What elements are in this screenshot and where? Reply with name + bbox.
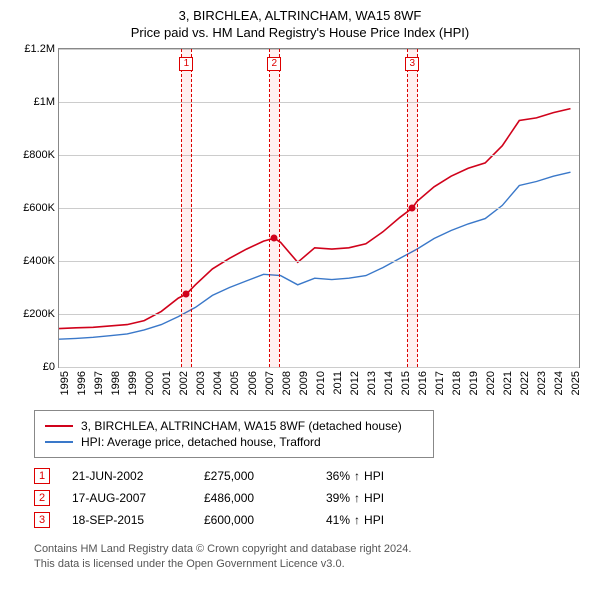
y-axis-label: £400K [23,255,55,267]
event-marker-box: 1 [179,57,193,71]
x-axis-label: 2016 [417,371,429,395]
attribution: Contains HM Land Registry data © Crown c… [34,542,588,573]
event-marker-box: 3 [405,57,419,71]
gridline [59,314,579,315]
x-axis-label: 2024 [553,371,565,395]
event-number-box: 1 [34,468,50,484]
gridline [59,208,579,209]
x-axis-label: 2013 [366,371,378,395]
series-line [59,109,571,329]
x-axis-label: 2009 [298,371,310,395]
event-row: 2 17-AUG-2007 £486,000 39% ↑ HPI [34,490,588,506]
x-axis-label: 2015 [400,371,412,395]
legend-swatch [45,425,73,427]
arrow-up-icon: ↑ [354,469,360,483]
x-axis-label: 1997 [93,371,105,395]
x-axis-label: 2011 [332,371,344,395]
event-pct-value: 36% [326,469,350,483]
x-axis-label: 2025 [570,371,582,395]
event-marker-box: 2 [267,57,281,71]
x-axis-label: 1998 [110,371,122,395]
x-axis-label: 2019 [468,371,480,395]
y-axis-label: £1M [34,96,55,108]
chart-title: 3, BIRCHLEA, ALTRINCHAM, WA15 8WF [12,8,588,23]
event-date: 18-SEP-2015 [72,513,182,527]
x-axis-label: 1999 [127,371,139,395]
event-price: £275,000 [204,469,304,483]
x-axis-label: 2004 [212,371,224,395]
y-axis-label: £800K [23,149,55,161]
gridline [59,102,579,103]
x-axis-label: 2022 [519,371,531,395]
event-pct: 36% ↑ HPI [326,469,384,483]
event-date: 17-AUG-2007 [72,491,182,505]
chart-subtitle: Price paid vs. HM Land Registry's House … [12,25,588,40]
event-band [181,49,192,367]
x-axis-label: 2012 [349,371,361,395]
arrow-up-icon: ↑ [354,513,360,527]
gridline [59,155,579,156]
x-axis-label: 2008 [281,371,293,395]
x-axis-label: 2021 [502,371,514,395]
event-pct-value: 39% [326,491,350,505]
gridline [59,49,579,50]
legend-swatch [45,441,73,443]
event-pct-value: 41% [326,513,350,527]
y-axis-label: £0 [43,361,55,373]
legend: 3, BIRCHLEA, ALTRINCHAM, WA15 8WF (detac… [34,410,434,458]
chart-area: £0£200K£400K£600K£800K£1M£1.2M1995199619… [58,48,580,368]
arrow-up-icon: ↑ [354,491,360,505]
x-axis-label: 2010 [315,371,327,395]
gridline [59,367,579,368]
event-pct: 41% ↑ HPI [326,513,384,527]
legend-row: HPI: Average price, detached house, Traf… [45,435,423,449]
x-axis-label: 1996 [76,371,88,395]
legend-label: HPI: Average price, detached house, Traf… [81,435,321,449]
event-pct-suffix: HPI [364,513,384,527]
event-row: 3 18-SEP-2015 £600,000 41% ↑ HPI [34,512,588,528]
event-pct-suffix: HPI [364,491,384,505]
x-axis-label: 2007 [264,371,276,395]
x-axis-label: 2018 [451,371,463,395]
x-axis-label: 2003 [195,371,207,395]
x-axis-label: 2020 [485,371,497,395]
y-axis-label: £200K [23,308,55,320]
event-date: 21-JUN-2002 [72,469,182,483]
attribution-line: Contains HM Land Registry data © Crown c… [34,542,588,557]
events-table: 1 21-JUN-2002 £275,000 36% ↑ HPI 2 17-AUG-2007 £… [34,468,588,528]
x-axis-label: 2005 [229,371,241,395]
y-axis-label: £600K [23,202,55,214]
x-axis-label: 1995 [59,371,71,395]
event-dot [271,235,278,242]
x-axis-label: 2001 [161,371,173,395]
x-axis-label: 2014 [383,371,395,395]
event-number-box: 3 [34,512,50,528]
y-axis-label: £1.2M [24,43,55,55]
gridline [59,261,579,262]
event-dot [183,291,190,298]
event-band [269,49,280,367]
x-axis-label: 2002 [178,371,190,395]
event-number-box: 2 [34,490,50,506]
event-row: 1 21-JUN-2002 £275,000 36% ↑ HPI [34,468,588,484]
legend-row: 3, BIRCHLEA, ALTRINCHAM, WA15 8WF (detac… [45,419,423,433]
legend-label: 3, BIRCHLEA, ALTRINCHAM, WA15 8WF (detac… [81,419,402,433]
x-axis-label: 2006 [247,371,259,395]
event-dot [409,205,416,212]
event-price: £486,000 [204,491,304,505]
event-price: £600,000 [204,513,304,527]
x-axis-label: 2017 [434,371,446,395]
x-axis-label: 2023 [536,371,548,395]
x-axis-label: 2000 [144,371,156,395]
attribution-line: This data is licensed under the Open Gov… [34,557,588,572]
event-pct-suffix: HPI [364,469,384,483]
event-pct: 39% ↑ HPI [326,491,384,505]
